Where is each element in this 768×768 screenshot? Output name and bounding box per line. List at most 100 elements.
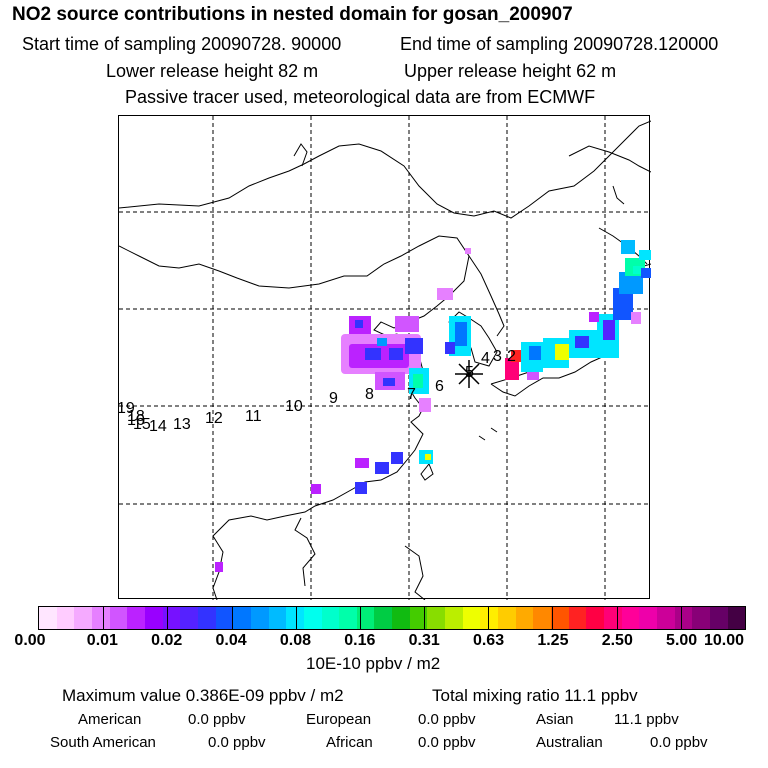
colorbar-divider: [295, 607, 297, 629]
source-region-label: 5: [465, 364, 474, 381]
colorbar-swatch: [604, 607, 622, 629]
colorbar-swatch: [533, 607, 552, 629]
source-region-label: 16: [127, 412, 145, 429]
colorbar-divider: [424, 607, 426, 629]
source-region-label: 2: [507, 348, 516, 365]
colorbar-divider: [680, 607, 682, 629]
region-value: 0.0 ppbv: [208, 734, 266, 751]
colorbar-tick-label: 0.01: [86, 632, 118, 649]
colorbar-swatch: [268, 607, 287, 629]
colorbar-tick-label: 0.63: [472, 632, 505, 649]
end-time-label: End time of sampling 20090728.120000: [400, 34, 719, 54]
colorbar-swatch: [321, 607, 340, 629]
region-value: 0.0 ppbv: [188, 711, 246, 728]
source-region-label: 18: [127, 408, 145, 425]
colorbar-swatch: [74, 607, 92, 629]
colorbar-swatch: [374, 607, 393, 629]
map-panel: 2 3 4 5 6 7 8 9 10 11 12 13 14 15 16 18 19: [117, 115, 652, 601]
lower-height-label: Lower release height 82 m: [106, 61, 319, 81]
colorbar-swatch: [56, 607, 75, 629]
colorbar-swatch: [91, 607, 110, 629]
colorbar-tick-label: 0.04: [215, 632, 247, 649]
colorbar-divider: [616, 607, 618, 629]
colorbar-tick-label: 1.25: [537, 632, 569, 649]
region-value: 0.0 ppbv: [418, 711, 476, 728]
source-region-label: 9: [329, 390, 338, 407]
colorbar-swatch: [250, 607, 269, 629]
region-name: South American: [50, 734, 156, 751]
colorbar-swatch: [656, 607, 675, 629]
source-region-label: 6: [435, 378, 444, 395]
source-region-label: 12: [205, 410, 223, 427]
colorbar-swatch: [586, 607, 604, 629]
colorbar-tick-label: 0.00: [14, 632, 46, 649]
colorbar-swatch: [392, 607, 410, 629]
chart-title: NO2 source contributions in nested domai…: [12, 4, 573, 25]
region-value: 0.0 ppbv: [418, 734, 476, 751]
colorbar-swatch: [233, 607, 251, 629]
total-mixing-label: Total mixing ratio 11.1 ppbv: [432, 686, 638, 705]
colorbar-divider: [488, 607, 490, 629]
colorbar-swatch: [709, 607, 728, 629]
source-region-label: 4: [481, 350, 490, 367]
colorbar-swatch: [462, 607, 481, 629]
colorbar-tick-label: 10.00: [703, 632, 745, 649]
colorbar-swatch: [409, 607, 428, 629]
colorbar-swatch: [286, 607, 304, 629]
source-region-label: 15: [133, 416, 151, 433]
colorbar-swatch: [515, 607, 534, 629]
colorbar-divider: [103, 607, 105, 629]
colorbar-swatch: [674, 607, 693, 629]
colorbar-tick-label: 0.31: [408, 632, 440, 649]
colorbar-swatch: [197, 607, 216, 629]
source-region-label: 3: [493, 348, 502, 365]
colorbar-swatch: [568, 607, 587, 629]
colorbar-swatch: [498, 607, 516, 629]
colorbar-tick-label: 2.50: [601, 632, 633, 649]
region-value: 0.0 ppbv: [650, 734, 708, 751]
colorbar-divider: [231, 607, 233, 629]
region-name: Australian: [536, 734, 603, 751]
colorbar-swatch: [162, 607, 181, 629]
colorbar-units: 10E-10 ppbv / m2: [306, 654, 441, 673]
colorbar-swatch: [639, 607, 657, 629]
source-region-label: 10: [285, 398, 303, 415]
source-region-label: 14: [149, 418, 167, 435]
colorbar-swatch: [127, 607, 145, 629]
colorbar-divider: [359, 607, 361, 629]
colorbar-swatch: [215, 607, 234, 629]
source-region-label: 11: [245, 408, 262, 425]
colorbar-swatch: [180, 607, 198, 629]
region-value: 11.1 ppbv: [614, 711, 679, 728]
colorbar-swatch: [692, 607, 710, 629]
star-receptor-icon: [455, 360, 483, 388]
colorbar-swatch: [551, 607, 569, 629]
colorbar: [38, 606, 746, 630]
maximum-value-label: Maximum value 0.386E-09 ppbv / m2: [62, 686, 344, 705]
colorbar-swatch: [427, 607, 446, 629]
map-svg: [118, 116, 652, 601]
source-region-label: 8: [365, 386, 374, 403]
colorbar-swatch: [356, 607, 375, 629]
emission-field: [215, 240, 651, 572]
colorbar-divider: [167, 607, 169, 629]
region-name: European: [306, 711, 372, 728]
colorbar-swatch: [109, 607, 128, 629]
colorbar-swatch: [303, 607, 322, 629]
map-gridlines: [119, 116, 651, 600]
colorbar-tick-label: 0.08: [279, 632, 312, 649]
source-region-label: 13: [173, 416, 191, 433]
tracer-label: Passive tracer used, meteorological data…: [125, 87, 596, 107]
colorbar-tick-label: 0.02: [151, 632, 183, 649]
start-time-label: Start time of sampling 20090728. 90000: [22, 34, 342, 54]
colorbar-swatch: [144, 607, 163, 629]
colorbar-tick-label: 5.00: [666, 632, 698, 649]
colorbar-swatch: [727, 607, 746, 629]
upper-height-label: Upper release height 62 m: [404, 61, 617, 81]
colorbar-swatch: [39, 607, 57, 629]
colorbar-divider: [552, 607, 554, 629]
region-name: Asian: [536, 711, 574, 728]
colorbar-swatch: [339, 607, 357, 629]
colorbar-swatch: [445, 607, 463, 629]
source-region-label: 19: [117, 400, 135, 417]
